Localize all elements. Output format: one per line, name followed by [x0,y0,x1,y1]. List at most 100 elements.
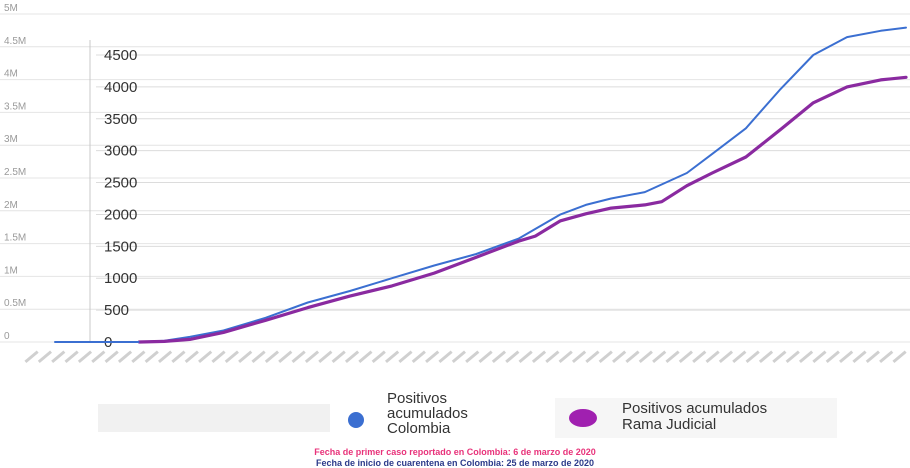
left-tick-label: 0.5M [4,298,26,309]
first-case-note: Fecha de primer caso reportado en Colomb… [314,447,596,457]
x-tick-mark [638,350,653,364]
right-tick-label: 1000 [104,270,137,287]
x-tick-mark [398,350,413,364]
x-tick-mark [344,350,360,364]
x-tick-mark [665,350,680,364]
x-tick-mark [451,350,466,364]
x-tick-mark [385,350,400,364]
x-tick-mark [598,350,613,364]
x-tick-mark [718,350,734,364]
x-tick-mark [438,350,453,364]
legend-label-line: acumulados [387,405,468,422]
x-tick-mark [24,350,39,364]
x-tick-mark [531,350,547,364]
x-tick-mark [825,350,840,364]
x-tick-mark [144,350,159,364]
legend-label-line: Positivos acumulados [622,400,767,417]
x-tick-mark [411,350,426,364]
x-tick-mark [612,350,627,364]
x-tick-mark [37,350,52,364]
x-tick-mark [184,350,199,364]
x-axis-ticks [24,350,907,364]
left-tick-label: 0 [4,331,10,342]
x-tick-mark [117,350,133,364]
x-tick-mark [652,350,667,364]
legend-background-right [555,398,837,438]
legend-label-rama-judicial: Positivos acumulados Rama Judicial [622,400,767,433]
quarantine-note: Fecha de inicio de cuarentena en Colombi… [315,458,595,468]
left-tick-label: 4M [4,69,18,80]
x-tick-mark [157,350,173,364]
x-tick-mark [104,350,119,364]
x-tick-mark [865,350,880,364]
x-tick-mark [224,350,239,364]
left-tick-label: 3M [4,134,18,145]
x-tick-mark [625,350,640,364]
x-tick-mark [478,350,493,364]
right-tick-label: 1500 [104,238,137,255]
x-tick-mark [91,350,106,364]
legend: Positivos acumulados Colombia Positivos ac… [98,390,837,438]
x-tick-mark [571,350,587,364]
left-tick-label: 1M [4,265,18,276]
x-tick-mark [491,350,507,364]
x-tick-mark [879,350,894,364]
x-tick-mark [171,350,186,364]
legend-label-line: Positivos [387,390,447,407]
x-tick-mark [892,350,907,364]
legend-label-colombia: Positivos acumulados Colombia [387,390,468,437]
x-tick-mark [705,350,720,364]
x-tick-mark [251,350,266,364]
x-tick-mark [758,350,774,364]
right-tick-label: 2000 [104,206,137,223]
left-tick-label: 2M [4,200,18,211]
x-tick-mark [64,350,79,364]
x-tick-mark [211,350,226,364]
right-tick-label: 3500 [104,111,137,128]
x-tick-mark [505,350,520,364]
left-tick-label: 1.5M [4,233,26,244]
right-tick-label: 2500 [104,175,137,192]
legend-background-left [98,404,330,432]
left-tick-label: 2.5M [4,167,26,178]
x-tick-mark [772,350,787,364]
series-line-rama-judicial [137,75,908,344]
left-tick-label: 5M [4,3,18,14]
x-tick-mark [465,350,480,364]
series-line-colombia [54,26,907,343]
x-tick-mark [558,350,573,364]
legend-marker-colombia [348,412,364,428]
x-tick-mark [785,350,800,364]
x-tick-mark [371,350,386,364]
x-tick-mark [678,350,693,364]
right-axis-ticks: 050010001500200025003000350040004500 [104,47,137,351]
x-tick-mark [198,350,213,364]
x-tick-mark [131,350,146,364]
right-tick-label: 500 [104,302,129,319]
x-tick-mark [798,350,814,364]
x-tick-mark [692,350,707,364]
x-tick-mark [852,350,867,364]
right-tick-label: 4500 [104,47,137,64]
x-tick-mark [238,350,253,364]
x-tick-mark [51,350,66,364]
x-tick-mark [304,350,320,364]
legend-label-line: Colombia [387,420,451,437]
legend-label-line: Rama Judicial [622,416,716,433]
left-tick-label: 3.5M [4,101,26,112]
x-tick-mark [839,350,854,364]
x-tick-mark [264,350,280,364]
x-tick-mark [318,350,333,364]
x-tick-mark [518,350,533,364]
x-tick-mark [77,350,93,364]
x-tick-mark [358,350,373,364]
right-tick-label: 4000 [104,79,137,96]
x-tick-mark [278,350,293,364]
left-tick-label: 4.5M [4,36,26,47]
x-tick-mark [812,350,827,364]
left-axis-ticks: 0 0.5M 1M 1.5M 2M 2.5M 3M 3.5M 4M 4.5M 5M [4,3,26,342]
x-tick-mark [331,350,346,364]
x-tick-mark [545,350,560,364]
x-tick-mark [732,350,747,364]
